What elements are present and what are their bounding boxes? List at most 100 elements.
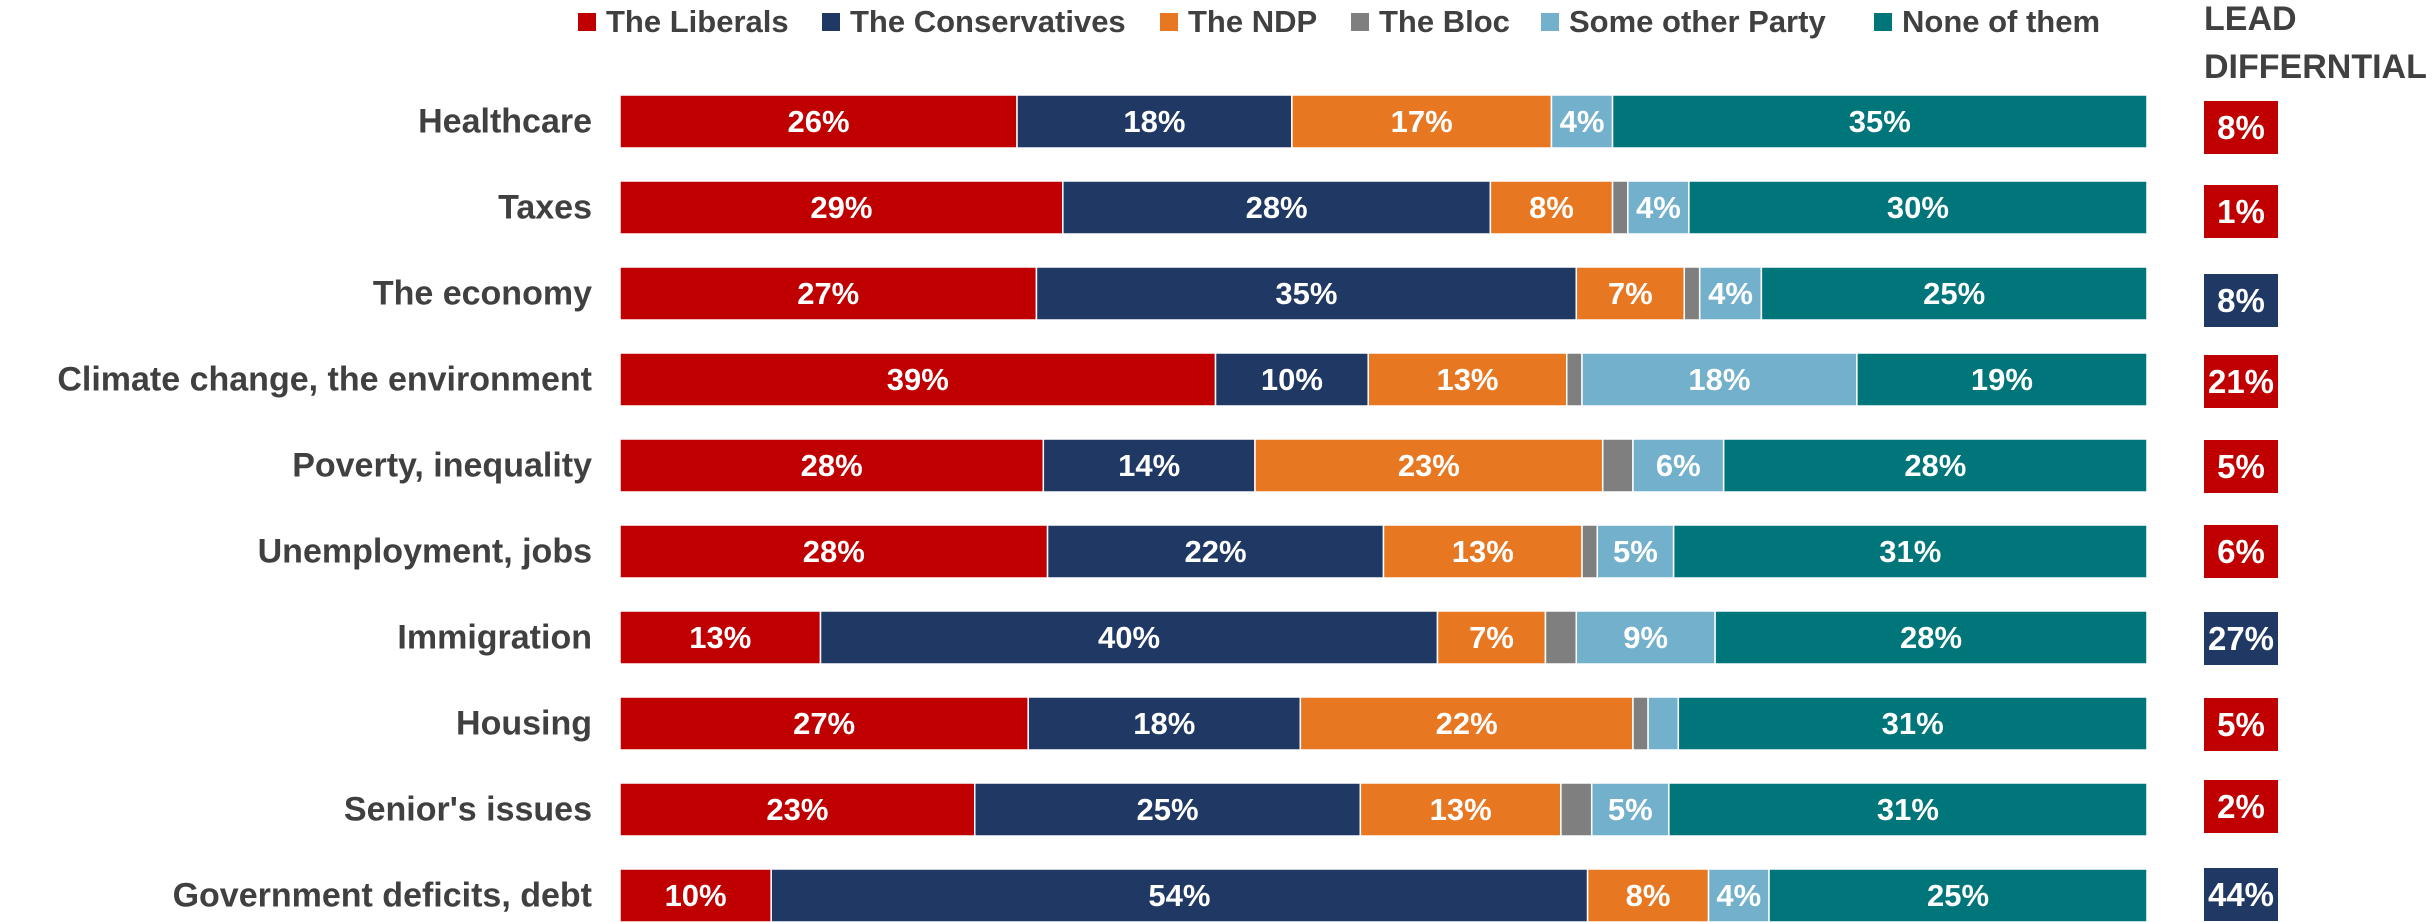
- bar-segment-the-bloc-climate-change-the-environment: [1565, 352, 1583, 407]
- bar-segment-some-other-party-poverty-inequality: [1632, 438, 1725, 493]
- bar-segment-the-ndp-government-deficits-debt: [1586, 868, 1710, 922]
- category-label-government-deficits-debt: Government deficits, debt: [173, 877, 592, 915]
- bar-segment-the-conservatives-immigration: [819, 610, 1439, 665]
- bar-segment-the-conservatives-poverty-inequality: [1042, 438, 1256, 493]
- data-label-the-ndp-poverty-inequality: 23%: [1398, 448, 1460, 483]
- category-label-housing: Housing: [456, 705, 592, 743]
- legend-item-other-party: Some other Party: [1541, 4, 1826, 40]
- bar-segment-some-other-party-climate-change-the-environment: [1581, 352, 1858, 407]
- data-label-the-conservatives-government-deficits-debt: 54%: [1148, 878, 1210, 913]
- legend-swatch-bloc: [1351, 13, 1369, 31]
- data-label-the-liberals-housing: 27%: [793, 706, 855, 741]
- data-label-none-of-them-government-deficits-debt: 25%: [1927, 878, 1989, 913]
- bar-segment-none-of-them-unemployment-jobs: [1672, 524, 2148, 579]
- data-label-some-other-party-the-economy: 4%: [1708, 276, 1753, 311]
- data-label-the-conservatives-the-economy: 35%: [1275, 276, 1337, 311]
- bar-segment-none-of-them-government-deficits-debt: [1768, 868, 2148, 922]
- lead-box-the-economy: [2204, 274, 2278, 327]
- bar-segment-the-bloc-the-economy: [1683, 266, 1701, 321]
- bar-segment-none-of-them-healthcare: [1611, 94, 2148, 149]
- lead-value-senior-s-issues: 2%: [2217, 788, 2265, 825]
- category-label-the-economy: The economy: [373, 275, 592, 313]
- lead-value-unemployment-jobs: 6%: [2217, 533, 2265, 570]
- bar-segment-none-of-them-housing: [1677, 696, 2148, 751]
- bar-segment-the-liberals-climate-change-the-environment: [619, 352, 1217, 407]
- data-label-none-of-them-the-economy: 25%: [1923, 276, 1985, 311]
- legend-item-bloc: The Bloc: [1351, 4, 1510, 40]
- data-label-the-liberals-unemployment-jobs: 28%: [803, 534, 865, 569]
- lead-value-poverty-inequality: 5%: [2217, 448, 2265, 485]
- data-label-the-conservatives-healthcare: 18%: [1123, 104, 1185, 139]
- category-label-senior-s-issues: Senior's issues: [344, 791, 592, 829]
- data-label-the-conservatives-unemployment-jobs: 22%: [1185, 534, 1247, 569]
- legend-swatch-none-of-them: [1874, 13, 1892, 31]
- bar-segment-none-of-them-the-economy: [1760, 266, 2148, 321]
- bar-segment-the-liberals-healthcare: [619, 94, 1018, 149]
- bar-segment-the-bloc-poverty-inequality: [1601, 438, 1634, 493]
- data-label-none-of-them-unemployment-jobs: 31%: [1879, 534, 1941, 569]
- data-label-the-ndp-senior-s-issues: 13%: [1430, 792, 1492, 827]
- bar-segment-the-conservatives-government-deficits-debt: [770, 868, 1589, 922]
- data-label-the-ndp-climate-change-the-environment: 13%: [1436, 362, 1498, 397]
- bar-segment-the-ndp-climate-change-the-environment: [1367, 352, 1568, 407]
- data-label-none-of-them-poverty-inequality: 28%: [1904, 448, 1966, 483]
- bar-segment-some-other-party-taxes: [1627, 180, 1690, 235]
- bar-segment-the-bloc-taxes: [1611, 180, 1629, 235]
- lead-value-taxes: 1%: [2217, 193, 2265, 230]
- category-label-healthcare: Healthcare: [418, 103, 592, 141]
- data-label-none-of-them-taxes: 30%: [1887, 190, 1949, 225]
- lead-box-immigration: [2204, 612, 2278, 665]
- data-label-the-conservatives-housing: 18%: [1133, 706, 1195, 741]
- data-label-none-of-them-senior-s-issues: 31%: [1877, 792, 1939, 827]
- legend-item-ndp: The NDP: [1160, 4, 1317, 40]
- data-label-the-conservatives-senior-s-issues: 25%: [1137, 792, 1199, 827]
- data-label-the-liberals-government-deficits-debt: 10%: [665, 878, 727, 913]
- data-label-the-liberals-the-economy: 27%: [797, 276, 859, 311]
- bar-segment-the-liberals-housing: [619, 696, 1029, 751]
- data-label-none-of-them-housing: 31%: [1882, 706, 1944, 741]
- bar-segment-the-bloc-housing: [1632, 696, 1649, 751]
- data-label-none-of-them-climate-change-the-environment: 19%: [1971, 362, 2033, 397]
- data-label-the-conservatives-taxes: 28%: [1246, 190, 1308, 225]
- legend-label-ndp: The NDP: [1188, 4, 1318, 39]
- data-label-the-ndp-housing: 22%: [1436, 706, 1498, 741]
- data-label-some-other-party-immigration: 9%: [1623, 620, 1668, 655]
- legend-label-conservatives: The Conservatives: [850, 4, 1126, 39]
- lead-box-climate-change-the-environment: [2204, 355, 2278, 408]
- data-label-none-of-them-healthcare: 35%: [1849, 104, 1911, 139]
- lead-value-the-economy: 8%: [2217, 282, 2265, 319]
- data-label-some-other-party-healthcare: 4%: [1560, 104, 1605, 139]
- bar-segment-the-ndp-healthcare: [1291, 94, 1553, 149]
- bar-segment-the-conservatives-senior-s-issues: [974, 782, 1362, 837]
- bar-segment-the-conservatives-healthcare: [1016, 94, 1293, 149]
- data-label-the-ndp-healthcare: 17%: [1391, 104, 1453, 139]
- bar-segment-some-other-party-healthcare: [1550, 94, 1614, 149]
- bar-segment-some-other-party-senior-s-issues: [1590, 782, 1670, 837]
- legend-item-liberals: The Liberals: [578, 4, 789, 40]
- bar-segment-the-ndp-housing: [1299, 696, 1634, 751]
- bar-segment-the-liberals-poverty-inequality: [619, 438, 1045, 493]
- lead-box-unemployment-jobs: [2204, 525, 2278, 578]
- data-label-the-ndp-unemployment-jobs: 13%: [1452, 534, 1514, 569]
- legend-swatch-ndp: [1160, 13, 1178, 31]
- lead-value-climate-change-the-environment: 21%: [2208, 363, 2274, 400]
- category-label-poverty-inequality: Poverty, inequality: [292, 447, 592, 485]
- data-label-some-other-party-taxes: 4%: [1636, 190, 1681, 225]
- legend-label-bloc: The Bloc: [1379, 4, 1510, 39]
- data-label-some-other-party-climate-change-the-environment: 18%: [1688, 362, 1750, 397]
- data-label-the-conservatives-immigration: 40%: [1098, 620, 1160, 655]
- data-label-the-liberals-healthcare: 26%: [787, 104, 849, 139]
- bar-segment-some-other-party-unemployment-jobs: [1596, 524, 1675, 579]
- data-label-the-liberals-senior-s-issues: 23%: [766, 792, 828, 827]
- bar-segment-the-bloc-senior-s-issues: [1560, 782, 1593, 837]
- category-label-taxes: Taxes: [498, 189, 592, 227]
- lead-box-senior-s-issues: [2204, 780, 2278, 833]
- bar-segment-the-liberals-taxes: [619, 180, 1064, 235]
- data-label-none-of-them-immigration: 28%: [1900, 620, 1962, 655]
- lead-value-immigration: 27%: [2208, 620, 2274, 657]
- bar-segment-the-ndp-immigration: [1436, 610, 1547, 665]
- lead-value-healthcare: 8%: [2217, 109, 2265, 146]
- bar-segment-none-of-them-poverty-inequality: [1722, 438, 2148, 493]
- lead-box-taxes: [2204, 185, 2278, 238]
